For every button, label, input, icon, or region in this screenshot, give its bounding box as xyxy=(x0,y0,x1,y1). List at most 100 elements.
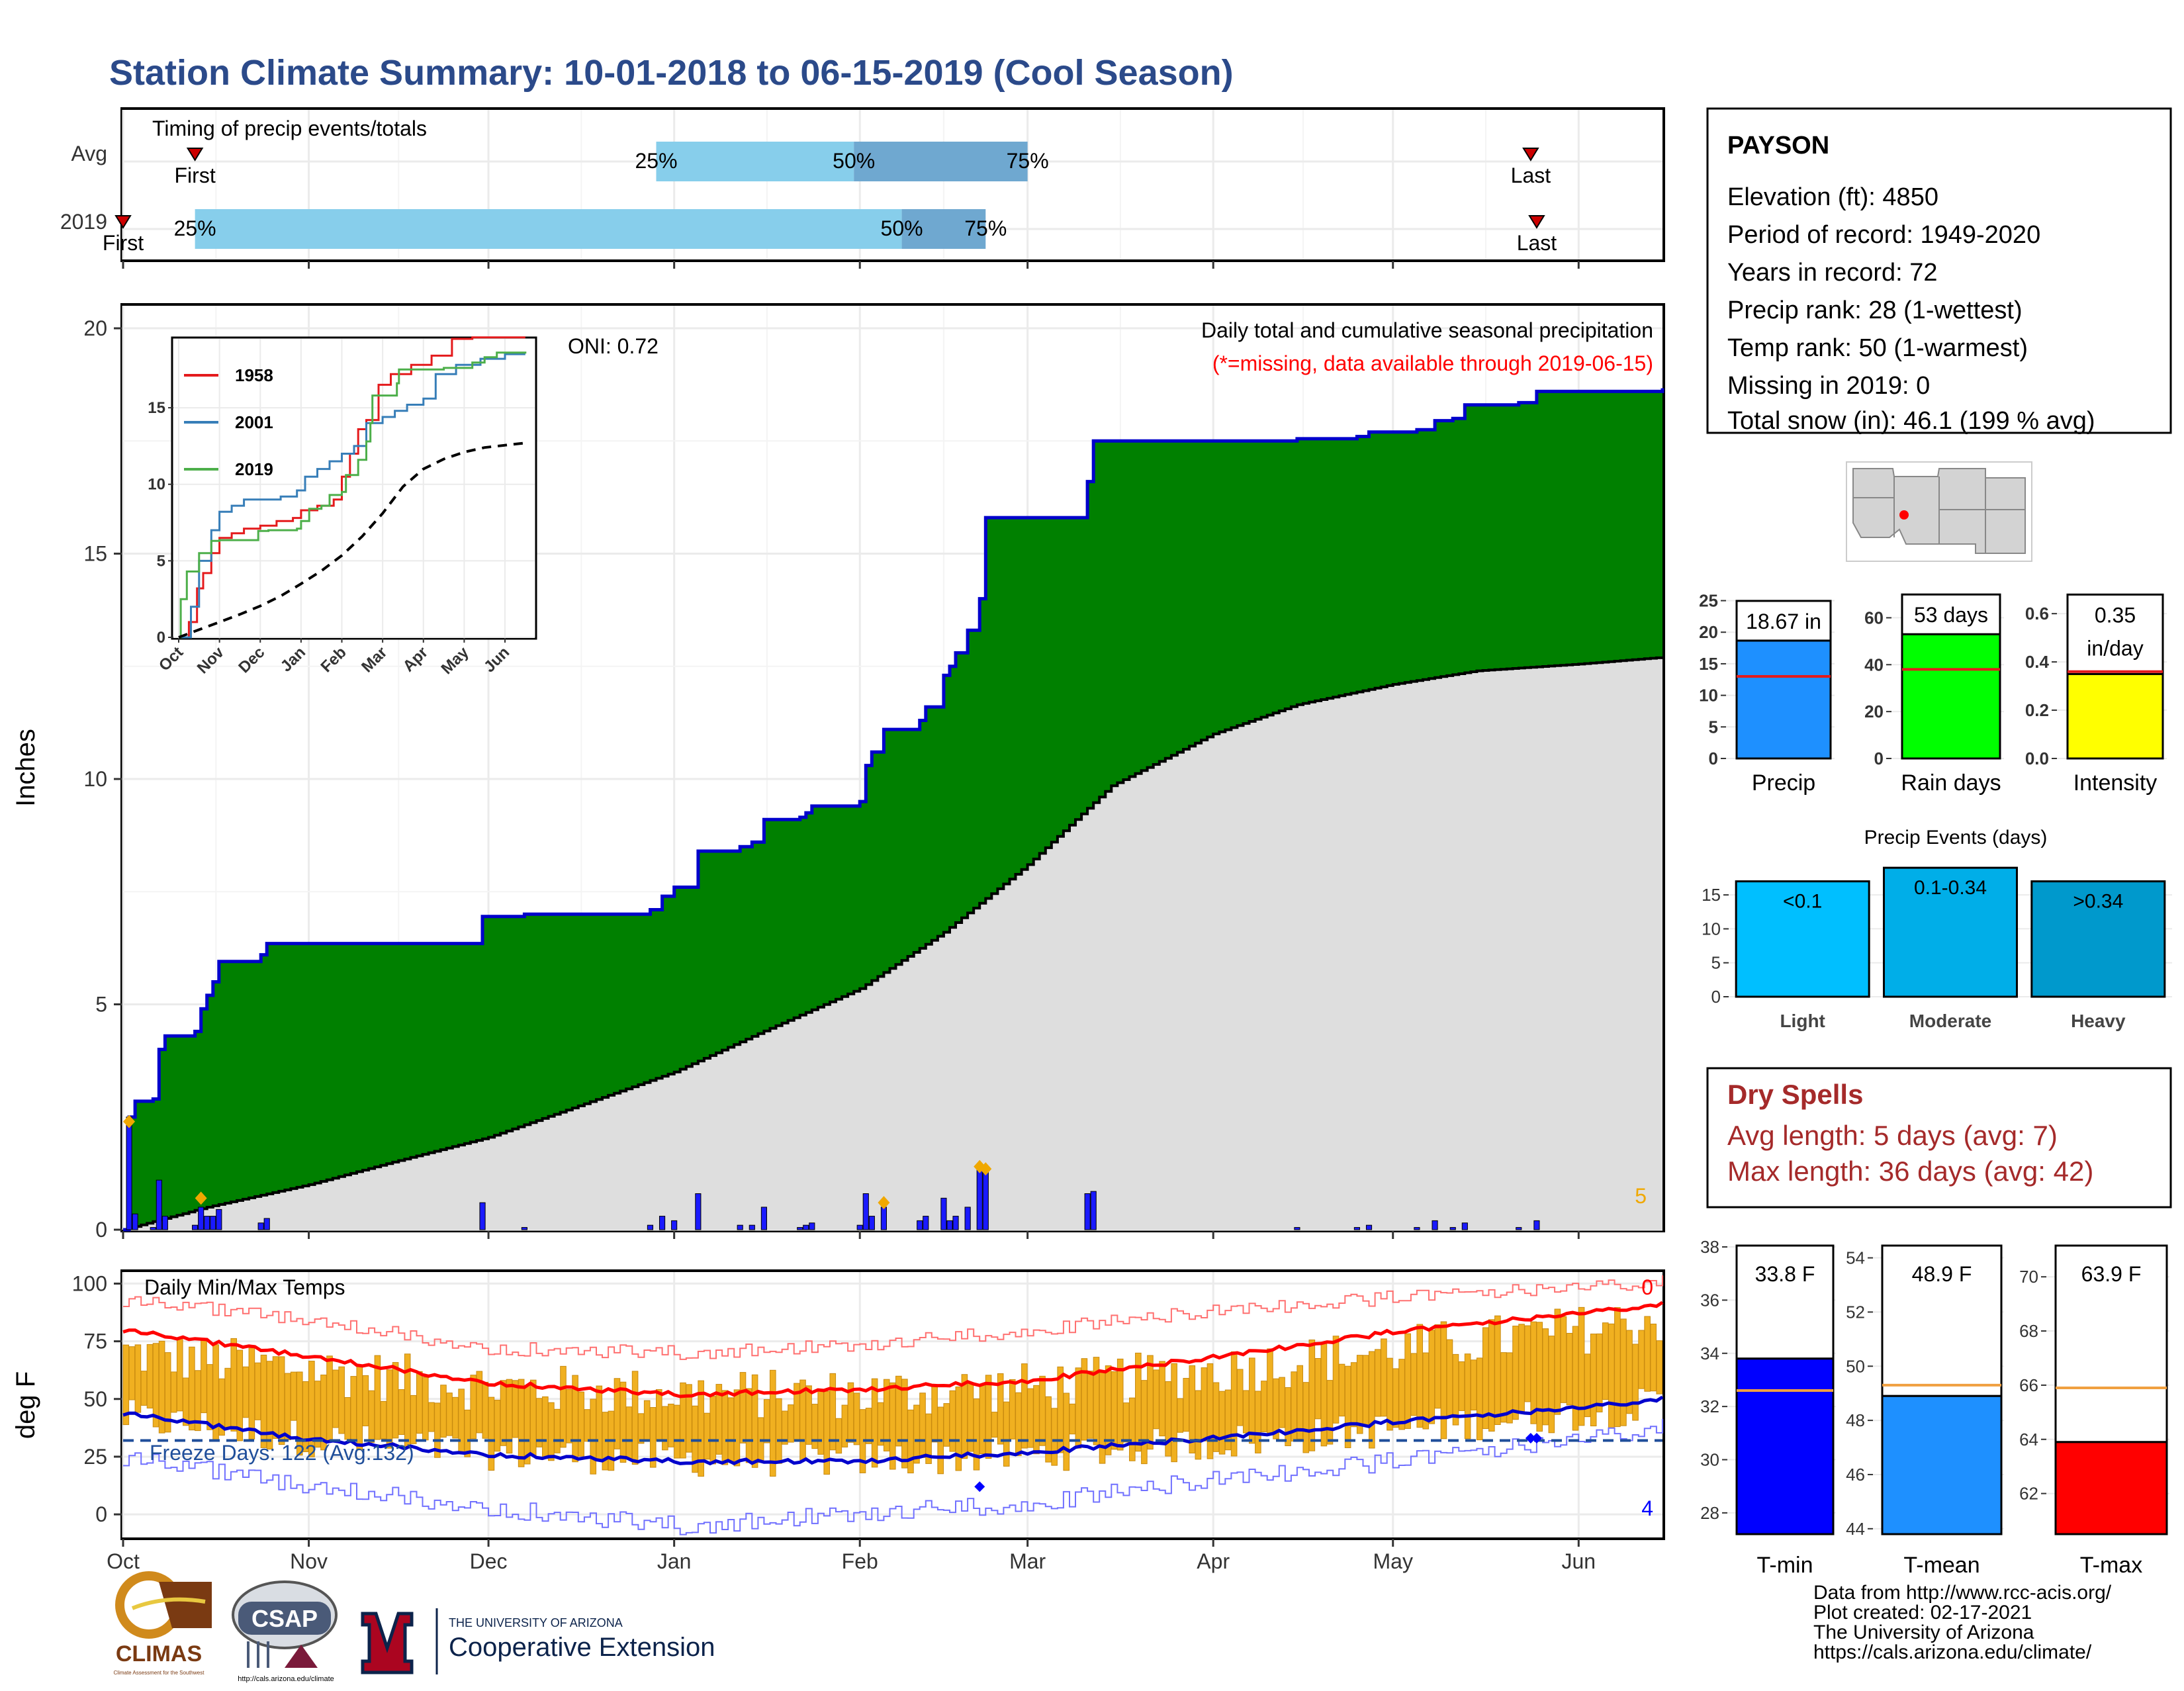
summary-y-tick-label: 0.2 xyxy=(2025,700,2049,720)
temp-summary-y-tick-label: 54 xyxy=(1846,1248,1865,1268)
daily-precip-bar xyxy=(923,1216,929,1230)
month-tick-label: Oct xyxy=(107,1549,140,1573)
first-event-label: First xyxy=(175,163,216,187)
daily-precip-bar xyxy=(1414,1227,1420,1230)
summary-value-label: 18.67 in xyxy=(1746,610,1821,633)
month-x-axis: Oct Nov Dec Jan Feb Mar Apr May Jun xyxy=(107,261,1596,1573)
station-line: Elevation (ft): 4850 xyxy=(1727,183,1938,211)
daily-temp-bar xyxy=(404,1353,411,1447)
temp-summary-y-tick-label: 70 xyxy=(2019,1267,2038,1287)
daily-precip-bar xyxy=(156,1179,162,1230)
daily-temp-bar xyxy=(1183,1377,1190,1432)
daily-temp-bar xyxy=(889,1382,896,1470)
daily-precip-bar xyxy=(126,1117,132,1230)
daily-temp-bar xyxy=(865,1408,872,1444)
station-line: Total snow (in): 46.1 (199 % avg) xyxy=(1727,407,2095,435)
daily-temp-bar xyxy=(206,1364,213,1430)
daily-temp-bar xyxy=(1128,1397,1136,1461)
daily-precip-bar xyxy=(210,1216,216,1230)
daily-precip-bar xyxy=(809,1222,815,1230)
daily-temp-bar xyxy=(877,1402,884,1446)
temp-summary-y-tick-label: 46 xyxy=(1846,1465,1865,1485)
daily-temp-bar xyxy=(374,1355,381,1440)
daily-temp-bar xyxy=(1063,1393,1070,1471)
average-cumulative-area xyxy=(123,657,1662,1230)
daily-temp-bar xyxy=(578,1391,584,1457)
credits-line: The University of Arizona xyxy=(1813,1622,2034,1643)
first-event-label: First xyxy=(103,231,144,255)
daily-precip-bar xyxy=(479,1202,486,1230)
daily-temp-bar xyxy=(1147,1355,1154,1450)
daily-temp-bar xyxy=(1153,1369,1160,1430)
timing-bars: 25% 50% 75% First Last 25% 50% 75% First Last xyxy=(103,142,1557,255)
daily-precip-bar xyxy=(797,1227,803,1230)
temp-y-tick-label: 50 xyxy=(83,1387,107,1411)
temp-corner-bottom: 4 xyxy=(1641,1496,1653,1520)
daily-temp-bar xyxy=(1308,1340,1316,1451)
daily-temp-bar xyxy=(913,1404,920,1464)
daily-temp-bar xyxy=(991,1412,998,1438)
temp-summary-chart: 28 30 32 34 36 38 33.8 F T-min xyxy=(1700,1237,1836,1578)
inset-y-tick-label: 0 xyxy=(157,629,165,647)
cumulative-precip-line xyxy=(123,388,1664,1232)
daily-precip-bar xyxy=(1432,1220,1438,1230)
daily-temp-bar xyxy=(470,1375,477,1440)
month-tick-label: Apr xyxy=(1197,1549,1230,1573)
daily-temp-bar xyxy=(1590,1334,1597,1427)
snow-marker xyxy=(979,1162,992,1176)
timing-q75-label: 75% xyxy=(1007,149,1049,173)
daily-temp-bar xyxy=(488,1396,495,1471)
daily-temp-bar xyxy=(1069,1403,1076,1435)
daily-temp-bar xyxy=(176,1338,183,1412)
summary-y-tick-label: 0 xyxy=(1709,749,1718,768)
timing-bar-q50-q75 xyxy=(901,209,986,249)
daily-temp-bar xyxy=(1279,1377,1285,1428)
summary-bar xyxy=(2066,672,2164,760)
daily-temp-bar xyxy=(1644,1316,1651,1392)
daily-temp-bar xyxy=(961,1374,968,1459)
daily-temp-bar xyxy=(1632,1344,1639,1421)
daily-temp-bar xyxy=(201,1338,207,1414)
daily-temp-bar xyxy=(973,1398,980,1471)
daily-temp-bar xyxy=(560,1365,567,1448)
daily-temp-bar xyxy=(230,1338,238,1432)
daily-temp-bar xyxy=(631,1371,639,1465)
daily-temp-bar xyxy=(1572,1326,1579,1431)
daily-temp-bar xyxy=(1554,1308,1561,1415)
daily-precip-bar xyxy=(868,1216,875,1230)
daily-precip-bar xyxy=(1084,1193,1091,1230)
daily-temp-bar xyxy=(1458,1361,1465,1411)
daily-temp-bar xyxy=(350,1376,357,1442)
daily-temp-bar xyxy=(554,1408,561,1453)
daily-temp-bar xyxy=(189,1346,195,1431)
daily-temp-bar xyxy=(901,1379,908,1469)
summary-y-tick-label: 5 xyxy=(1709,717,1718,737)
daily-temp-bar xyxy=(146,1344,154,1409)
summary-bar xyxy=(1901,633,2001,760)
inset-legend: 1958 2001 2019 xyxy=(184,365,273,479)
daily-temp-bar xyxy=(763,1399,770,1443)
ua-logo-small: THE UNIVERSITY OF ARIZONA xyxy=(449,1616,623,1629)
daily-temp-bar xyxy=(254,1362,261,1420)
summary-y-tick-label: 25 xyxy=(1699,591,1718,611)
daily-temp-bar xyxy=(1302,1382,1310,1453)
daily-temp-bar xyxy=(596,1385,603,1461)
daily-temp-bar xyxy=(1536,1322,1543,1432)
daily-temp-bar xyxy=(529,1379,537,1457)
temp-summary-value-label: 33.8 F xyxy=(1755,1262,1815,1286)
daily-temp-bar xyxy=(1206,1363,1214,1459)
snow-marker xyxy=(878,1196,890,1210)
snow-marker xyxy=(123,1115,136,1128)
temp-title: Daily Min/Max Temps xyxy=(144,1275,345,1299)
main-y-axis: 0 5 10 15 20 xyxy=(83,316,122,1242)
temp-summary-y-tick-label: 66 xyxy=(2019,1375,2038,1395)
daily-temp-bar xyxy=(1626,1330,1633,1414)
station-line: Period of record: 1949-2020 xyxy=(1727,221,2040,249)
daily-temp-bar xyxy=(266,1361,273,1450)
daily-temp-bar xyxy=(332,1369,339,1428)
daily-temp-bar xyxy=(1524,1325,1531,1402)
daily-temp-bar xyxy=(853,1393,860,1445)
daily-temp-bar xyxy=(224,1367,231,1430)
